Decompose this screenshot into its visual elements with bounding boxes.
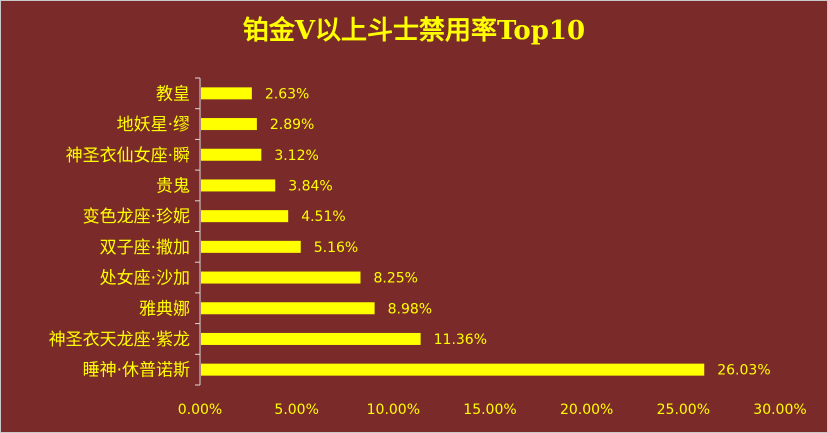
bar [201, 118, 257, 131]
data-label: 5.16% [314, 240, 358, 256]
x-tick-label: 0.00% [178, 402, 222, 418]
bar [201, 148, 262, 161]
category-label: 双子座·撒加 [100, 238, 190, 258]
bar [201, 210, 289, 223]
data-label: 11.36% [434, 332, 487, 348]
x-tick-label: 5.00% [274, 402, 318, 418]
category-label: 神圣衣天龙座·紫龙 [49, 330, 190, 350]
category-label: 处女座·沙加 [100, 269, 190, 289]
data-label: 3.12% [274, 148, 318, 164]
data-label: 2.89% [270, 117, 314, 133]
category-label: 雅典娜 [139, 299, 190, 319]
x-tick-label: 25.00% [657, 402, 710, 418]
bar [201, 240, 301, 253]
data-label: 3.84% [288, 178, 332, 194]
bar [201, 302, 375, 315]
category-label: 地妖星·缪 [117, 115, 190, 135]
bar [201, 363, 705, 376]
bar [201, 271, 361, 284]
x-tick-label: 10.00% [367, 402, 420, 418]
category-label: 神圣衣仙女座·瞬 [66, 146, 190, 166]
data-label: 2.63% [265, 86, 309, 102]
data-label: 26.03% [717, 363, 770, 379]
bar [201, 332, 421, 345]
x-tick-label: 15.00% [463, 402, 516, 418]
data-label: 8.25% [374, 271, 418, 287]
bar [201, 87, 252, 100]
category-label: 睡神·休普诺斯 [83, 361, 190, 381]
chart-title: 铂金V以上斗士禁用率Top10 [242, 16, 586, 46]
data-label: 4.51% [301, 209, 345, 225]
bar [201, 179, 276, 192]
x-tick-label: 30.00% [753, 402, 806, 418]
category-label: 教皇 [156, 84, 190, 104]
category-label: 变色龙座·珍妮 [83, 207, 190, 227]
x-tick-label: 20.00% [560, 402, 613, 418]
data-label: 8.98% [388, 301, 432, 317]
category-label: 贵鬼 [156, 176, 190, 196]
